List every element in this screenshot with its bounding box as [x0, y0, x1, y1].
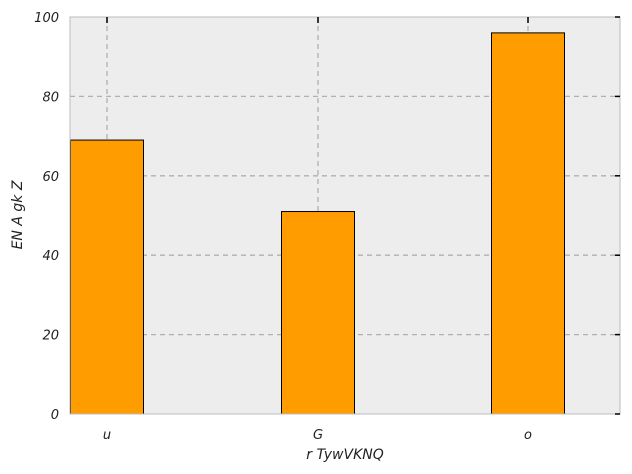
y-tick-label: 80 — [42, 90, 59, 105]
y-tick-labels: 0 20 40 60 80 100 — [34, 11, 59, 423]
x-tick-label: G — [313, 428, 323, 443]
tick-marks — [106, 16, 620, 415]
bar-o — [491, 32, 565, 415]
y-tick-label: 100 — [34, 11, 59, 26]
plot-frame — [69, 16, 621, 415]
y-tick-label: 40 — [42, 249, 59, 264]
x-tick-label: o — [524, 428, 532, 443]
y-tick-label: 20 — [42, 329, 59, 344]
y-tick-label: 0 — [51, 408, 59, 423]
x-tick-label: u — [103, 428, 111, 443]
bar-G — [281, 211, 355, 415]
bar-u — [70, 139, 144, 415]
x-axis-label: r TywVKNQ — [306, 447, 384, 463]
y-axis-label: EN A gk Z — [10, 180, 26, 249]
y-tick-label: 60 — [42, 170, 59, 185]
bars — [70, 32, 565, 415]
